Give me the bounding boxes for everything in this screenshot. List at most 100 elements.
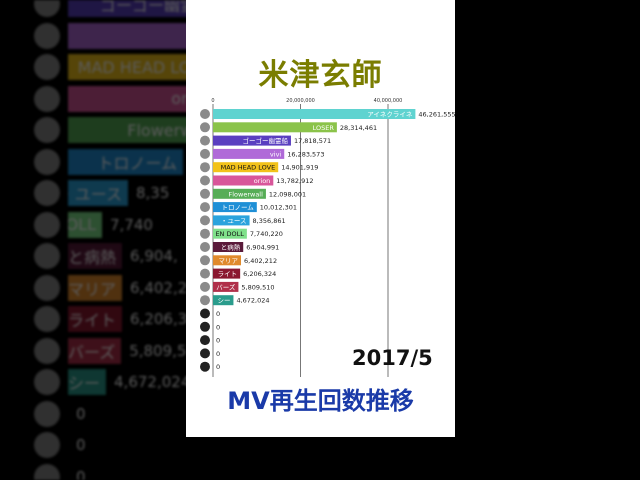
bg-value: 7,740 [110,215,153,234]
bar-label: MAD HEAD LOVE [221,164,276,172]
bg-avatar [34,117,60,143]
x-tick-label: 0 [211,98,214,104]
bar [213,295,234,306]
artist-avatar [200,202,210,213]
bar [213,242,244,252]
value-label: 12,098,001 [269,190,306,198]
bar [213,228,247,239]
value-label: 5,809,510 [241,283,274,291]
bg-row: EN DOLL 7,740 [34,211,153,238]
bg-bar: ゴーゴー幽霊船 [68,0,218,17]
bg-value: 4,672,024 [114,373,191,391]
artist-avatar [200,321,210,332]
artist-avatar [200,228,210,239]
bg-avatar [34,463,60,480]
bg-row: バーズ 5,809,5 [34,337,187,364]
value-label: 0 [216,310,220,318]
artist-avatar [200,335,210,346]
artist-avatar [200,175,210,186]
chart-title: 米津玄師 [258,58,383,93]
bg-value: 6,904, [130,247,178,265]
bar [213,122,337,133]
value-label: 0 [216,323,220,331]
value-label: 0 [216,363,220,371]
bar [213,135,291,146]
bg-row: シー 4,672,024 [34,369,191,395]
value-label: 0 [216,337,220,345]
bar-label: ライト [218,270,238,278]
artist-avatar [200,215,210,226]
artist-avatar [200,348,210,359]
bg-avatar [34,337,60,364]
artist-avatar [200,242,210,252]
bg-value: 0 [76,467,86,480]
value-label: 17,818,571 [294,137,331,145]
bar-chart: 0 20,000,000 40,000,000 アイネクライネ 46,261,555 LO… [200,98,455,377]
artist-avatar [200,148,210,159]
bg-row: ゴーゴー幽霊船 [34,0,218,17]
artist-avatar [200,135,210,146]
value-label: 46,261,555 [418,111,455,119]
bar [213,109,416,119]
artist-avatar [200,295,210,306]
value-label: 6,904,991 [246,244,279,252]
bar-label: ゴーゴー幽霊船 [242,136,288,145]
bg-avatar [34,148,60,175]
bg-row: 0 [34,432,86,458]
bg-row: ・ユース 8,35 [34,180,169,206]
bg-row: ライト 6,206,3 [34,306,188,332]
bar [213,148,285,159]
artist-avatar [200,308,210,319]
bg-bar: と病熱 [68,243,123,269]
x-tick-label: 20,000,000 [286,98,315,104]
artist-avatar [200,268,210,279]
value-label: 7,740,220 [250,230,283,238]
bg-row: マリア 6,402,2 [34,274,188,301]
bar-label: EN DOLL [215,230,244,238]
value-label: 4,672,024 [236,297,269,305]
artist-avatar [200,188,210,199]
bg-value: 6,206,3 [130,310,188,328]
video-panel: 米津玄師 0 20,000,000 40,000,000 アイネクライネ 46,261,… [186,0,455,437]
value-label: 8,356,861 [253,217,286,225]
bar-label: ・ユース [221,217,247,225]
bar-label: バーズ [216,282,236,291]
bg-row: 0 [34,400,86,427]
bg-avatar [34,274,60,301]
bar [213,215,250,226]
bar [213,202,257,213]
artist-avatar [200,281,210,292]
bg-row: 0 [34,463,86,480]
bg-value: 6,402,2 [130,278,188,297]
bg-avatar [34,211,60,238]
artist-avatar [200,122,210,133]
bg-bar: ライト [68,306,123,332]
value-label: 16,283,573 [287,150,324,158]
artist-avatar [200,361,210,372]
bg-value: 0 [76,436,86,454]
chart-subtitle: MV再生回数推移 [227,387,414,415]
bar-label: アイネクライネ [367,111,413,119]
bg-avatar [34,400,60,427]
bg-avatar [34,54,60,80]
x-tick-label: 40,000,000 [374,98,403,104]
bg-bar: シー [68,369,107,395]
bg-bar: EN DOLL [68,211,102,238]
bar [213,255,242,266]
bg-bar: ・ユース [68,180,128,206]
bg-avatar [34,0,60,17]
value-label: 6,206,324 [243,270,276,278]
bg-value: 5,809,5 [129,341,187,360]
value-label: 10,012,301 [260,204,297,212]
bar [213,175,274,186]
value-label: 0 [216,350,220,358]
bg-avatar [34,85,60,112]
bg-bar: トロノーム [68,148,183,175]
bar-label: Flowerwall [229,190,264,198]
bar-label: orion [254,177,271,185]
bar-label: トロノーム [221,204,254,212]
bg-bar: バーズ [68,337,122,364]
bar [213,162,279,173]
bg-avatar [34,369,60,395]
